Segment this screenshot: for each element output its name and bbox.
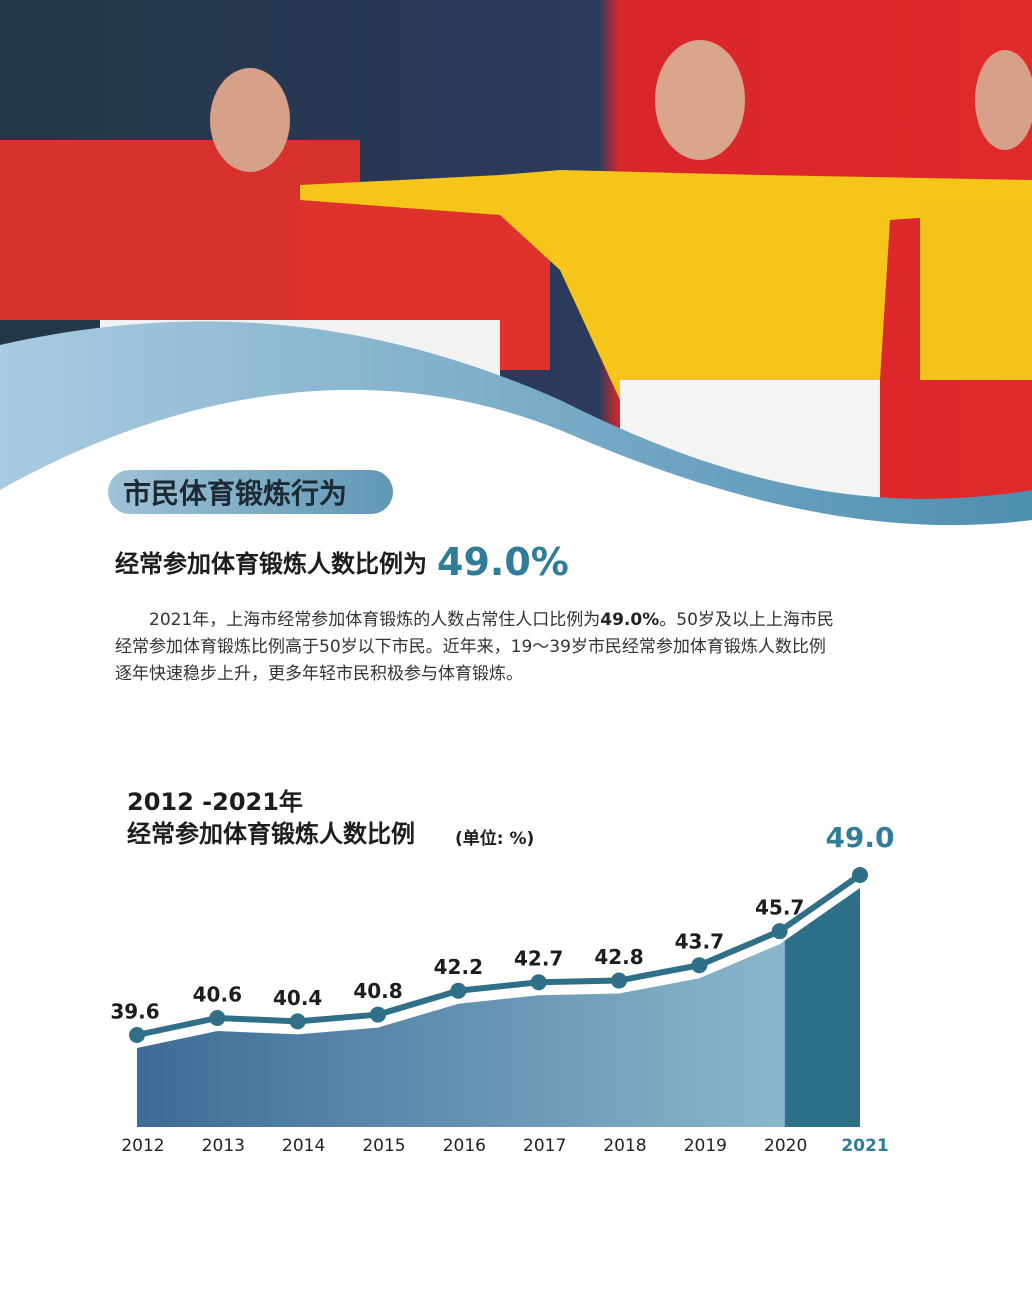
paragraph-text: 。50岁及以上上海市民经常参加体育锻炼比例高于50岁以下市民。近年来，19～39… [115,610,834,684]
x-tick-label: 2020 [764,1136,807,1156]
point [209,1009,226,1026]
x-tick-label: 2014 [282,1136,325,1156]
x-tick-label: 2019 [684,1136,727,1156]
paragraph: 2021年，上海市经常参加体育锻炼的人数占常住人口比例为49.0%。50岁及以上… [115,607,840,688]
value-label: 42.7 [514,947,563,971]
x-tick-label: 2012 [121,1136,164,1156]
point [129,1027,145,1043]
chart: 2012 -2021年 经常参加体育锻炼人数比例 (单位: %) 39.6 201… [110,788,894,1156]
x-tick-label: 2013 [202,1136,245,1156]
value-label: 42.2 [434,955,483,979]
point [611,972,627,989]
headline: 经常参加体育锻炼人数比例为 49.0% [115,540,569,584]
headline-text: 经常参加体育锻炼人数比例为 [115,550,427,578]
value-label: 40.4 [273,986,322,1010]
section-title-pill: 市民体育锻炼行为 [108,470,393,514]
point [370,1006,386,1023]
chart-unit: (单位: %) [455,828,534,849]
area-highlight [784,888,860,1127]
value-label: 39.6 [110,1000,159,1024]
value-label: 49.0 [825,821,894,854]
header-photo [0,0,1032,560]
area [137,888,860,1127]
headline-value: 49.0% [437,540,569,584]
chart-subtitle: 经常参加体育锻炼人数比例 [127,820,415,848]
value-label: 45.7 [755,896,804,920]
point [691,957,708,974]
x-tick-label: 2018 [603,1136,646,1156]
value-label: 40.8 [353,979,402,1003]
value-label: 40.6 [193,982,242,1006]
point [771,923,788,940]
paragraph-bold: 49.0% [600,610,660,630]
paragraph-text: 2021年，上海市经常参加体育锻炼的人数占常住人口比例为 [149,610,601,630]
value-label: 42.8 [594,945,643,969]
section-title: 市民体育锻炼行为 [123,477,348,510]
line [136,872,862,1038]
point [530,974,547,991]
chart-title: 2012 -2021年 [127,788,303,816]
x-tick-label: 2016 [443,1136,486,1156]
x-tick-label: 2015 [362,1136,405,1156]
point [852,867,868,883]
point [450,982,467,999]
point [289,1013,306,1030]
value-label: 43.7 [675,930,724,954]
x-tick-label: 2017 [523,1136,566,1156]
x-tick-label: 2021 [841,1136,888,1156]
